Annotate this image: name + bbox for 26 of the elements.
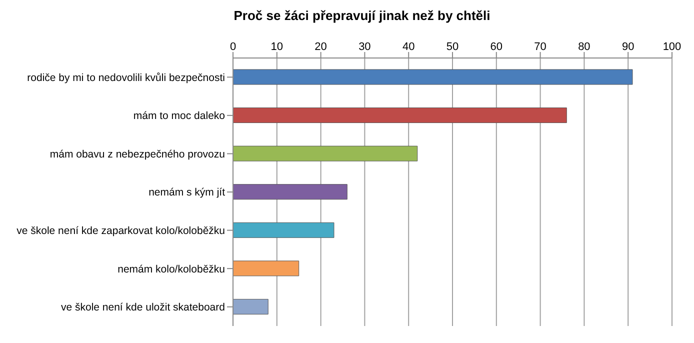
y-tick-label: nemám s kým jít [148,186,226,199]
x-tick-label: 20 [314,41,327,53]
chart-title: Proč se žáci přepravují jinak než by chtěli [232,8,492,25]
x-tick-label: 10 [270,41,284,53]
y-tick-label: ve škole není kde uložit skateboard [60,302,226,314]
x-tick-label: 100 [662,41,682,53]
bar [233,146,418,162]
y-tick-label: mám to moc daleko [133,110,226,122]
x-tick-label: 40 [402,41,415,53]
bar [233,184,348,200]
x-tick-label: 0 [230,41,236,53]
bar [233,298,268,314]
y-tick-label: rodiče by mi to nedovolili kvůli bezpečnosti [27,72,225,84]
bar [233,222,334,238]
x-tick-label: 50 [446,41,459,53]
y-tick-label: ve škole není kde zaparkovat kolo/koloběžku [16,225,226,238]
x-tick-label: 80 [578,41,590,53]
x-tick-label: 60 [490,41,503,53]
x-tick-label: 30 [358,41,371,53]
y-tick-label: mám obavu z nebezpečného provozu [50,148,226,160]
bar [233,69,633,85]
bar [233,108,567,124]
x-tick-label: 90 [622,41,634,53]
y-tick-label: nemám kolo/koloběžku [118,263,226,276]
bar [233,260,300,276]
x-tick-label: 70 [534,41,546,53]
